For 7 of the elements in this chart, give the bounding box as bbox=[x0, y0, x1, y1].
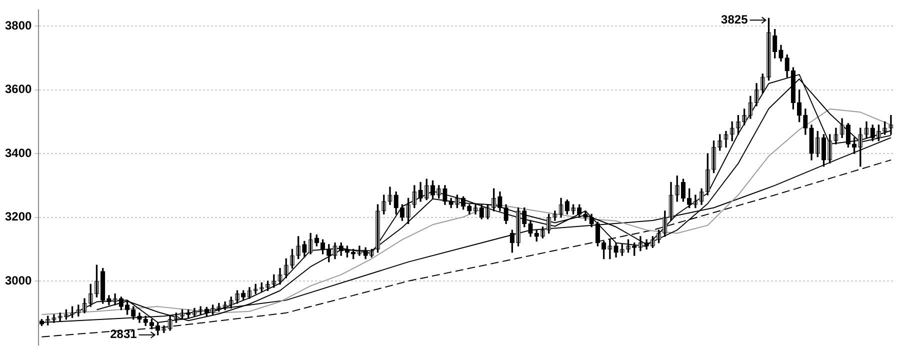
y-tick-label: 3800 bbox=[4, 18, 32, 32]
annotation: 2831 bbox=[110, 327, 138, 342]
y-tick-label: 3600 bbox=[4, 82, 32, 96]
y-tick-label: 3400 bbox=[4, 146, 32, 160]
y-tick-label: 3000 bbox=[4, 273, 32, 288]
annotation: 3825 bbox=[721, 12, 748, 26]
y-tick-label: 3200 bbox=[4, 210, 32, 224]
